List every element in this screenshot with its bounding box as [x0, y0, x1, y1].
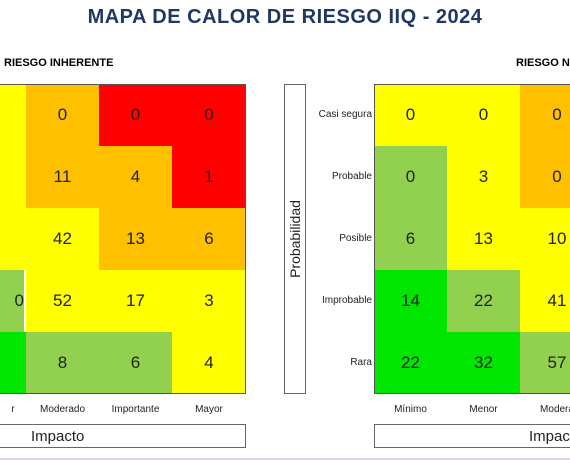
heatmap-cell: 0: [26, 84, 99, 146]
heatmap-cell: 0: [374, 84, 447, 146]
heatmap-cell: 13: [99, 208, 172, 270]
heatmap-cell: 0: [99, 84, 172, 146]
heatmap-cell: [0, 146, 26, 208]
heatmap-cell: 22: [447, 270, 520, 332]
heatmap-cell: 3: [172, 270, 246, 332]
heatmap-cell: 42: [26, 208, 99, 270]
column-label: Modera: [540, 404, 570, 415]
row-label: Improbable: [321, 295, 372, 306]
y-axis-label-residual: Probabilidad: [284, 84, 306, 394]
heatmap-cell: 10: [520, 208, 570, 270]
heatmap-cell: 1: [172, 146, 246, 208]
heatmap-cell: 0: [0, 270, 24, 332]
column-label: Mínimo: [394, 404, 427, 415]
chart-title-inherent: RIESGO INHERENTE: [4, 57, 114, 69]
column-label: Menor: [469, 404, 498, 415]
row-label: Casi segura: [318, 109, 372, 120]
column-label: r: [11, 404, 15, 415]
column-label: Moderado: [39, 404, 86, 415]
row-label: Probable: [331, 171, 372, 182]
y-axis-title: Probabilidad: [287, 200, 303, 278]
heatmap-cell: 8: [26, 332, 99, 394]
heatmap-cell: 13: [447, 208, 520, 270]
page-title: MAPA DE CALOR DE RIESGO IIQ - 2024: [87, 6, 483, 28]
heatmap-cell: 17: [99, 270, 172, 332]
heatmap-cell: 57: [520, 332, 570, 394]
heatmap-cell: 52: [26, 270, 99, 332]
heatmap-cell: 0: [520, 84, 570, 146]
heatmap-cell: 0: [447, 84, 520, 146]
footer-divider: [0, 458, 570, 460]
row-label: Posible: [339, 233, 372, 244]
column-label: Importante: [111, 404, 160, 415]
heatmap-cell: 41: [520, 270, 570, 332]
heatmap-cell: [0, 84, 26, 146]
heatmap-cell: 32: [447, 332, 520, 394]
heatmap-cell: [0, 208, 26, 270]
heatmap-cell: 0: [172, 84, 246, 146]
heatmap-cell: 6: [374, 208, 447, 270]
heatmap-cell: 4: [172, 332, 246, 394]
heatmap-cell: 14: [374, 270, 447, 332]
x-axis-title: Impac: [529, 427, 570, 445]
row-label: Rara: [350, 357, 372, 368]
chart-title-residual: RIESGO N: [516, 57, 570, 69]
x-axis-title: Impacto: [31, 427, 85, 445]
x-axis-label-residual: Impac: [374, 424, 570, 448]
heatmap-cell: 6: [172, 208, 246, 270]
column-label: Mayor: [195, 404, 223, 415]
heatmap-cell: 22: [374, 332, 447, 394]
heatmap-cell: 3: [447, 146, 520, 208]
heatmap-cell: 0: [374, 146, 447, 208]
heatmap-cell: 0: [520, 146, 570, 208]
x-axis-label-inherent: Impacto: [0, 424, 246, 448]
heatmap-cell: 11: [26, 146, 99, 208]
heatmap-cell: 4: [99, 146, 172, 208]
heatmap-cell: [0, 332, 26, 394]
heatmap-cell: 6: [99, 332, 172, 394]
